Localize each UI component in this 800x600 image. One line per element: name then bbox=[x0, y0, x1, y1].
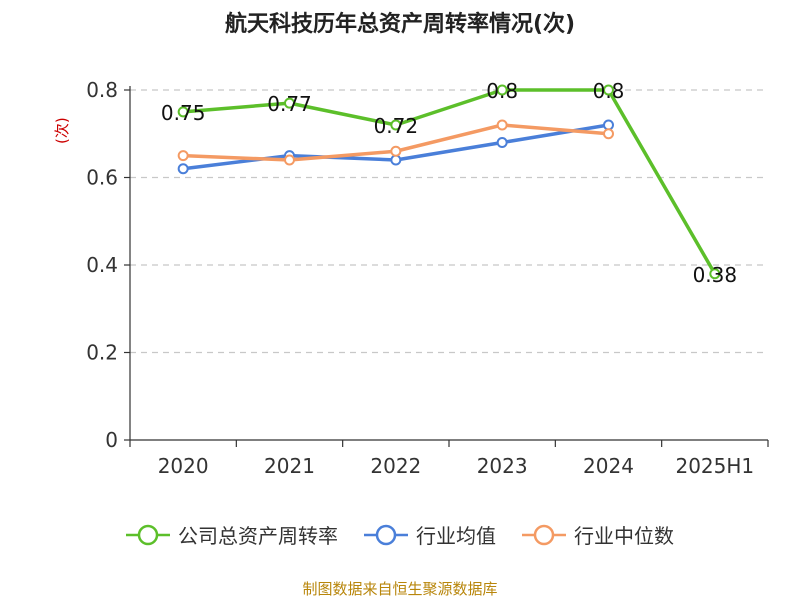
y-tick-label: 0.8 bbox=[86, 78, 118, 102]
data-point bbox=[496, 84, 508, 96]
legend-swatch-industry-median bbox=[522, 524, 566, 545]
data-point bbox=[284, 154, 295, 166]
legend-item-industry-mean[interactable]: 行业均值 bbox=[364, 520, 496, 549]
legend-swatch-company bbox=[126, 524, 170, 545]
data-label: 0.38 bbox=[693, 263, 738, 287]
source-note: 制图数据来自恒生聚源数据库 bbox=[302, 580, 498, 598]
data-point bbox=[603, 119, 614, 131]
data-point bbox=[603, 84, 614, 96]
data-point bbox=[496, 137, 508, 148]
y-axis-title: (次) bbox=[53, 117, 71, 144]
x-tick-label: 2024 bbox=[583, 454, 634, 478]
x-tick-label: 2021 bbox=[264, 454, 315, 478]
x-axis: 2020 2021 2022 2023 2024 2025H1 bbox=[129, 439, 769, 478]
data-point bbox=[284, 97, 295, 109]
data-point bbox=[390, 119, 402, 131]
x-tick-label: 2023 bbox=[477, 454, 528, 478]
legend-item-company[interactable]: 公司总资产周转率 bbox=[126, 520, 338, 549]
chart-title: 航天科技历年总资产周转率情况(次) bbox=[224, 12, 576, 37]
legend-swatch-industry-mean bbox=[364, 524, 408, 545]
legend-label-industry-mean: 行业均值 bbox=[416, 524, 496, 548]
data-point bbox=[390, 154, 402, 166]
x-tick-label: 2022 bbox=[370, 454, 421, 478]
data-point bbox=[496, 119, 508, 131]
y-axis: 0 0.2 0.4 0.6 0.8 bbox=[86, 78, 131, 452]
legend-label-industry-median: 行业中位数 bbox=[574, 524, 674, 548]
series-line bbox=[183, 88, 717, 275]
data-point bbox=[390, 145, 402, 157]
data-labels: 0.75 0.77 0.72 0.8 0.8 0.38 bbox=[161, 79, 737, 287]
data-point bbox=[603, 128, 614, 140]
data-point bbox=[177, 106, 189, 118]
data-label: 0.75 bbox=[161, 101, 206, 125]
series-lines bbox=[177, 84, 721, 280]
data-label: 0.72 bbox=[374, 114, 419, 138]
y-tick-label: 0.2 bbox=[86, 341, 118, 365]
data-point bbox=[177, 150, 189, 162]
data-point bbox=[177, 163, 189, 175]
x-tick-label: 2025H1 bbox=[675, 454, 754, 478]
data-label: 0.77 bbox=[267, 92, 312, 116]
y-tick-label: 0.4 bbox=[86, 253, 118, 277]
data-point bbox=[709, 268, 721, 280]
x-tick-label: 2020 bbox=[158, 454, 209, 478]
data-label: 0.8 bbox=[593, 79, 625, 103]
legend-label-company: 公司总资产周转率 bbox=[178, 524, 338, 548]
data-label: 0.8 bbox=[486, 79, 518, 103]
y-tick-label: 0 bbox=[105, 428, 118, 452]
legend: 公司总资产周转率 行业均值 行业中位数 bbox=[0, 520, 800, 549]
y-tick-label: 0.6 bbox=[86, 166, 118, 190]
gridlines bbox=[130, 89, 768, 354]
legend-item-industry-median[interactable]: 行业中位数 bbox=[522, 520, 674, 549]
